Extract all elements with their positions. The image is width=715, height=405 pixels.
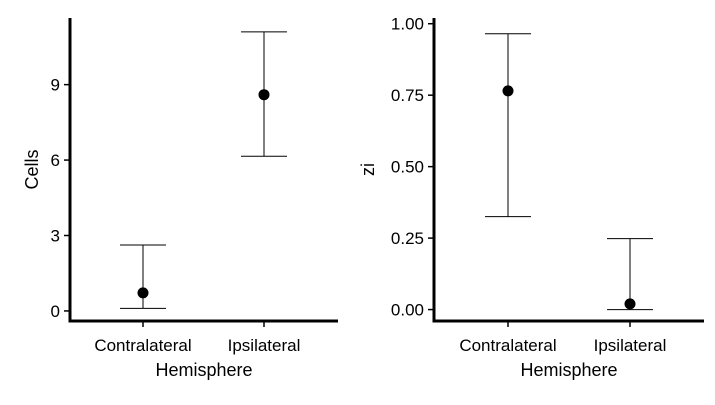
y-tick-label: 0.25: [391, 229, 424, 248]
y-tick-label: 6: [51, 151, 60, 170]
y-tick-label: 9: [51, 76, 60, 95]
data-point: [624, 298, 636, 310]
x-tick-label: Ipsilateral: [228, 336, 301, 355]
y-axis-title: Cells: [22, 149, 42, 189]
x-tick-label: Contralateral: [459, 336, 556, 355]
data-point: [258, 89, 270, 101]
data-point: [137, 287, 149, 299]
y-tick-label: 1.00: [391, 15, 424, 34]
y-tick-label: 0.00: [391, 301, 424, 320]
x-tick-label: Contralateral: [94, 336, 191, 355]
x-tick-label: Ipsilateral: [594, 336, 667, 355]
y-tick-label: 3: [51, 227, 60, 246]
y-axis-title: zi: [358, 163, 378, 176]
panel-cells: 0 3 6 9 Contralateral Ipsilateral Hemisphere Ce…: [22, 18, 338, 380]
y-tick-label: 0.50: [391, 158, 424, 177]
y-tick-label: 0: [51, 302, 60, 321]
panel-zi: 0.00 0.25 0.50 0.75 1.00 Contralateral Ipsilat…: [358, 15, 704, 380]
y-tick-label: 0.75: [391, 86, 424, 105]
x-axis-title: Hemisphere: [520, 360, 617, 380]
data-point: [502, 85, 514, 97]
x-axis-title: Hemisphere: [155, 360, 252, 380]
